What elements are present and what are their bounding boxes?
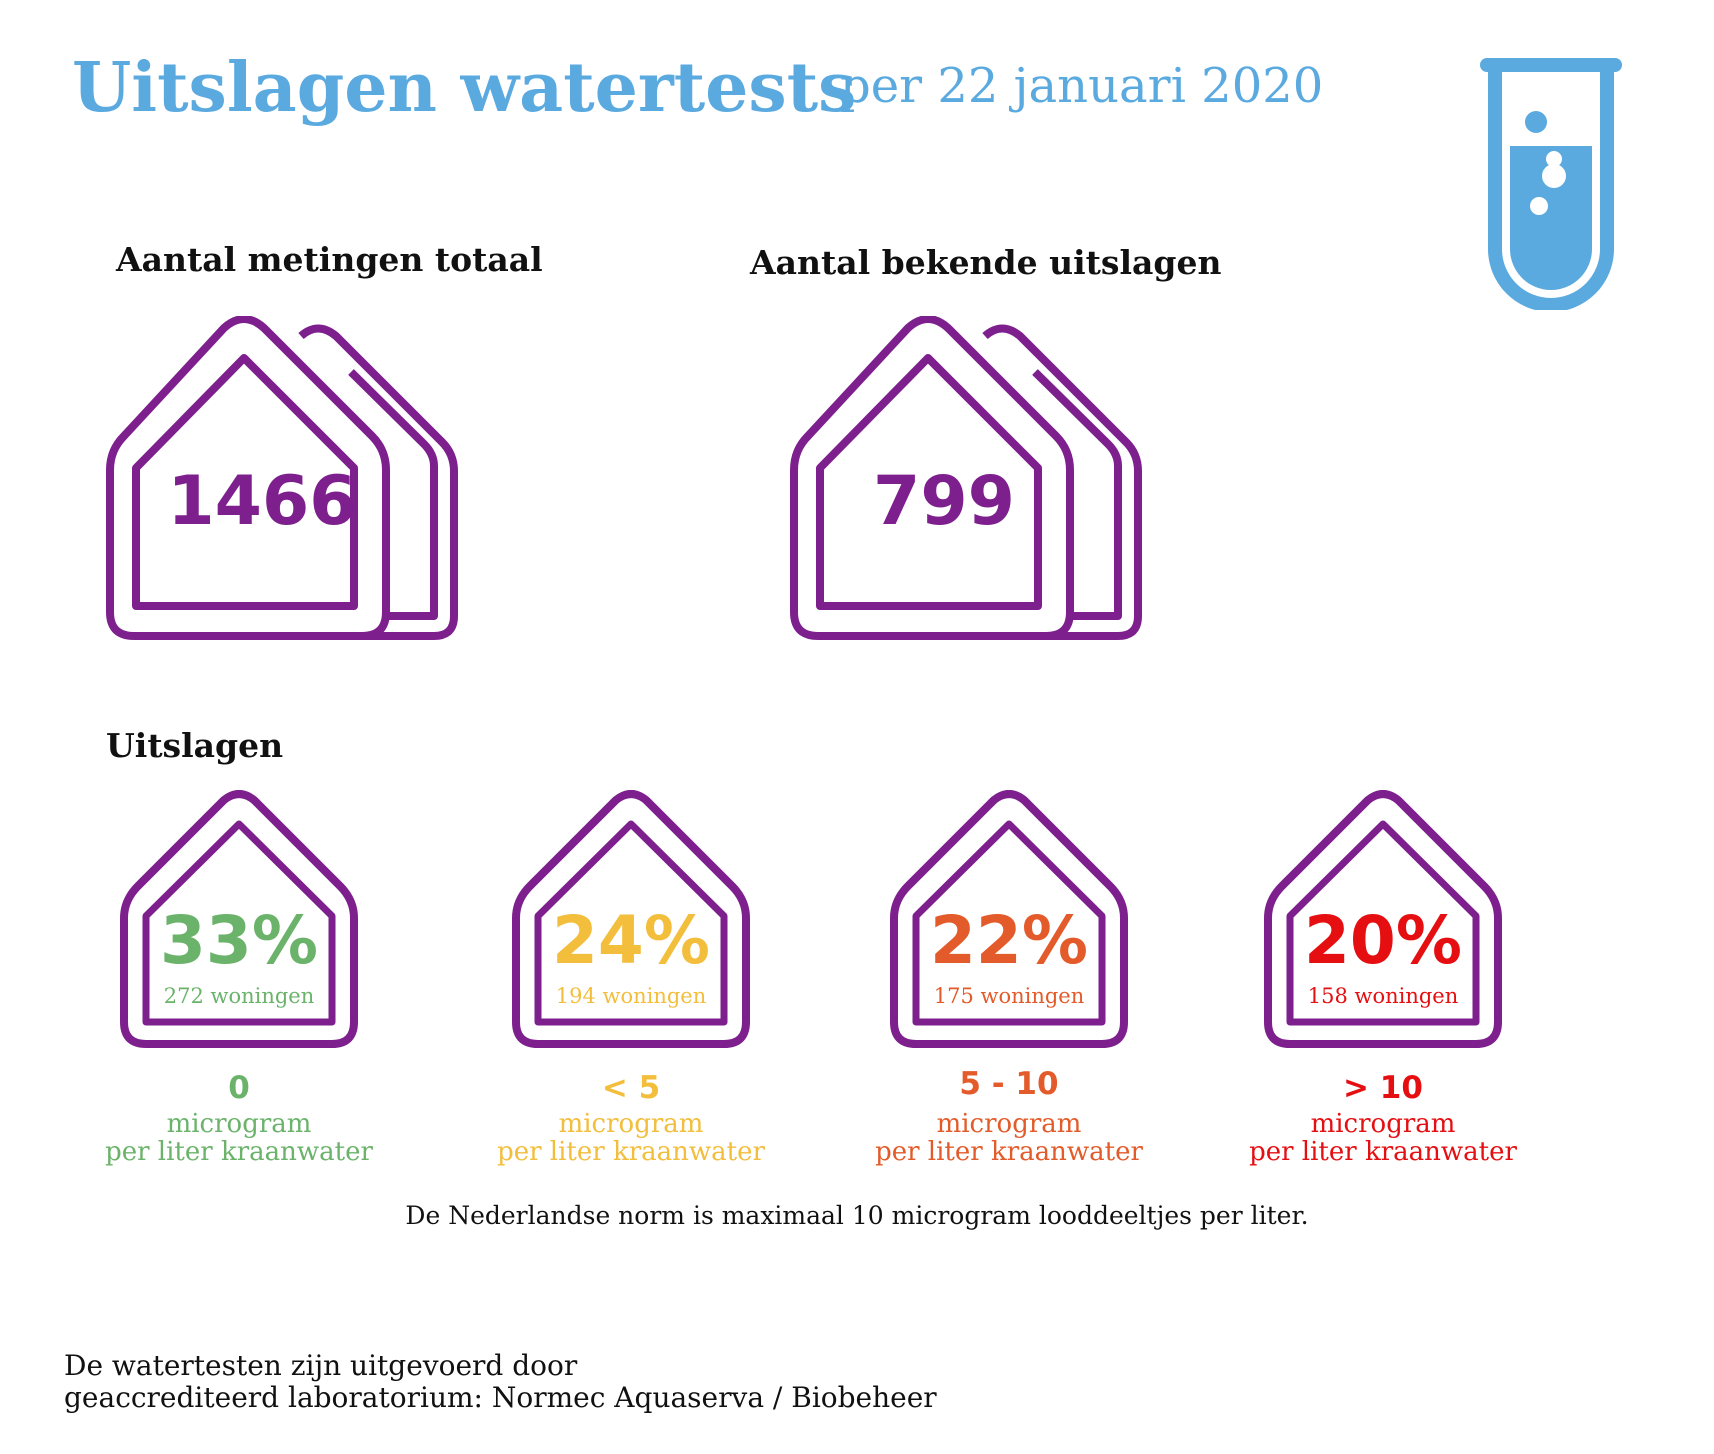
total-measurements-heading: Aantal metingen totaal — [116, 240, 543, 279]
result-count: 175 woningen — [933, 984, 1085, 1008]
test-tube-icon — [1480, 58, 1622, 310]
house-outline-icon — [512, 790, 750, 1048]
house-outline-icon — [890, 790, 1128, 1048]
source-footer: De watertesten zijn uitgevoerd door geac… — [64, 1350, 937, 1414]
result-range: > 10 — [1343, 1070, 1423, 1106]
result-percent: 33% — [160, 902, 318, 979]
norm-note: De Nederlandse norm is maximaal 10 micro… — [405, 1201, 1309, 1230]
result-range: 5 - 10 — [959, 1066, 1059, 1102]
result-count: 194 woningen — [555, 984, 707, 1008]
page-subtitle: per 22 januari 2020 — [840, 58, 1324, 114]
source-line-2: geaccrediteerd laboratorium: Normec Aqua… — [64, 1381, 937, 1414]
result-percent: 24% — [552, 902, 710, 979]
house-outline-icon — [120, 790, 358, 1048]
known-results-value: 799 — [873, 462, 1015, 541]
result-unit-line2: per liter kraanwater — [875, 1137, 1143, 1167]
double-house-icon — [106, 316, 458, 640]
result-unit-line1: microgram — [558, 1109, 704, 1139]
result-percent: 22% — [930, 902, 1088, 979]
known-results-heading: Aantal bekende uitslagen — [750, 243, 1222, 282]
total-measurements-value: 1466 — [167, 462, 357, 541]
result-unit-line2: per liter kraanwater — [1249, 1137, 1517, 1167]
result-count: 158 woningen — [1307, 984, 1459, 1008]
result-unit-line1: microgram — [166, 1109, 312, 1139]
result-unit-line2: per liter kraanwater — [497, 1137, 765, 1167]
result-unit-line2: per liter kraanwater — [105, 1137, 373, 1167]
result-count: 272 woningen — [163, 984, 315, 1008]
results-heading: Uitslagen — [106, 726, 284, 765]
result-range: 0 — [228, 1070, 250, 1106]
result-range: < 5 — [601, 1070, 661, 1106]
page-title: Uitslagen watertests — [72, 48, 857, 128]
result-unit-line1: microgram — [1310, 1109, 1456, 1139]
result-percent: 20% — [1304, 902, 1462, 979]
house-outline-icon — [1264, 790, 1502, 1048]
double-house-icon — [790, 316, 1142, 640]
result-unit-line1: microgram — [936, 1109, 1082, 1139]
source-line-1: De watertesten zijn uitgevoerd door — [64, 1349, 578, 1382]
